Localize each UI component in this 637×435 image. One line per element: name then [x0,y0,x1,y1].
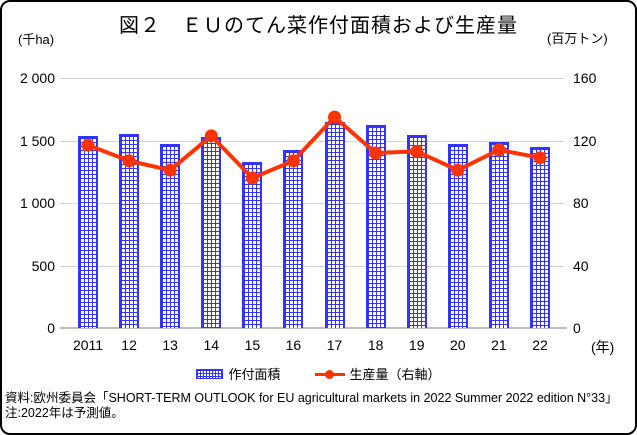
area-bar-21 [488,142,509,328]
production-line [87,114,541,181]
gridline [60,266,564,267]
area-bar-2011 [78,135,98,328]
right-axis-tick-label: 40 [573,257,589,274]
forecast-note: 注:2022年は予測値。 [5,406,124,420]
area-bar-12 [119,134,140,328]
x-axis-tick-label: 16 [285,337,302,353]
footer: 資料:欧州委員会「SHORT-TERM OUTLOOK for EU agric… [5,391,635,421]
left-axis-unit-label: (千ha) [18,32,55,47]
x-axis-tick-label: 12 [121,337,137,353]
x-axis-tick-label: 20 [450,337,466,353]
area-bar-22 [529,146,550,328]
left-axis-tick-label: 500 [31,257,55,274]
legend-area-label: 作付面積 [228,366,281,382]
production-line-swatch-icon [314,368,345,381]
legend-production-label: 生産量（右軸） [349,366,441,382]
x-axis-tick-label: 19 [408,337,425,353]
line-marker-icon [324,369,334,379]
area-bar-14 [201,137,222,328]
gridline [60,78,564,79]
x-axis-tick-label: 2011 [72,337,104,353]
x-axis-unit-label: (年) [591,339,615,355]
x-axis-tick-label: 17 [326,337,343,353]
left-axis-tick-label: 2 000 [19,70,55,86]
x-axis-tick-label: 14 [203,337,220,353]
source-note: 資料:欧州委員会「SHORT-TERM OUTLOOK for EU agric… [5,391,618,405]
left-axis-tick-label: 0 [47,320,55,336]
right-axis-tick-label: 80 [573,195,589,211]
x-axis-tick-label: 21 [491,337,507,353]
left-axis-tick-label: 1 000 [19,195,55,211]
x-axis-tick-label: 22 [532,337,548,353]
right-axis-tick-label: 120 [573,132,597,149]
area-bar-15 [242,161,263,328]
x-axis-tick-label: 13 [162,337,178,353]
area-bar-17 [324,122,345,328]
right-axis-unit-label: (百万トン) [547,31,608,46]
right-axis-tick-label: 0 [573,320,581,336]
x-axis-tick-label: 18 [367,337,384,353]
area-bar-18 [365,124,386,328]
area-bar-20 [447,144,468,328]
legend-item-area: 作付面積 [196,366,281,382]
area-bar-16 [283,149,304,328]
legend-item-production: 生産量（右軸） [314,366,441,382]
left-axis-tick-label: 1 500 [19,132,55,149]
legend: 作付面積 生産量（右軸） [2,366,635,382]
area-bar-swatch-icon [196,369,224,379]
gridline [60,203,564,204]
chart-title: 図２ ＥＵのてん菜作付面積および生産量 [119,15,518,37]
x-axis-baseline [60,327,567,329]
area-bar-13 [160,144,181,328]
area-bar-19 [406,134,427,328]
x-axis-tick-label: 15 [244,337,261,353]
right-axis-tick-label: 160 [573,70,597,86]
